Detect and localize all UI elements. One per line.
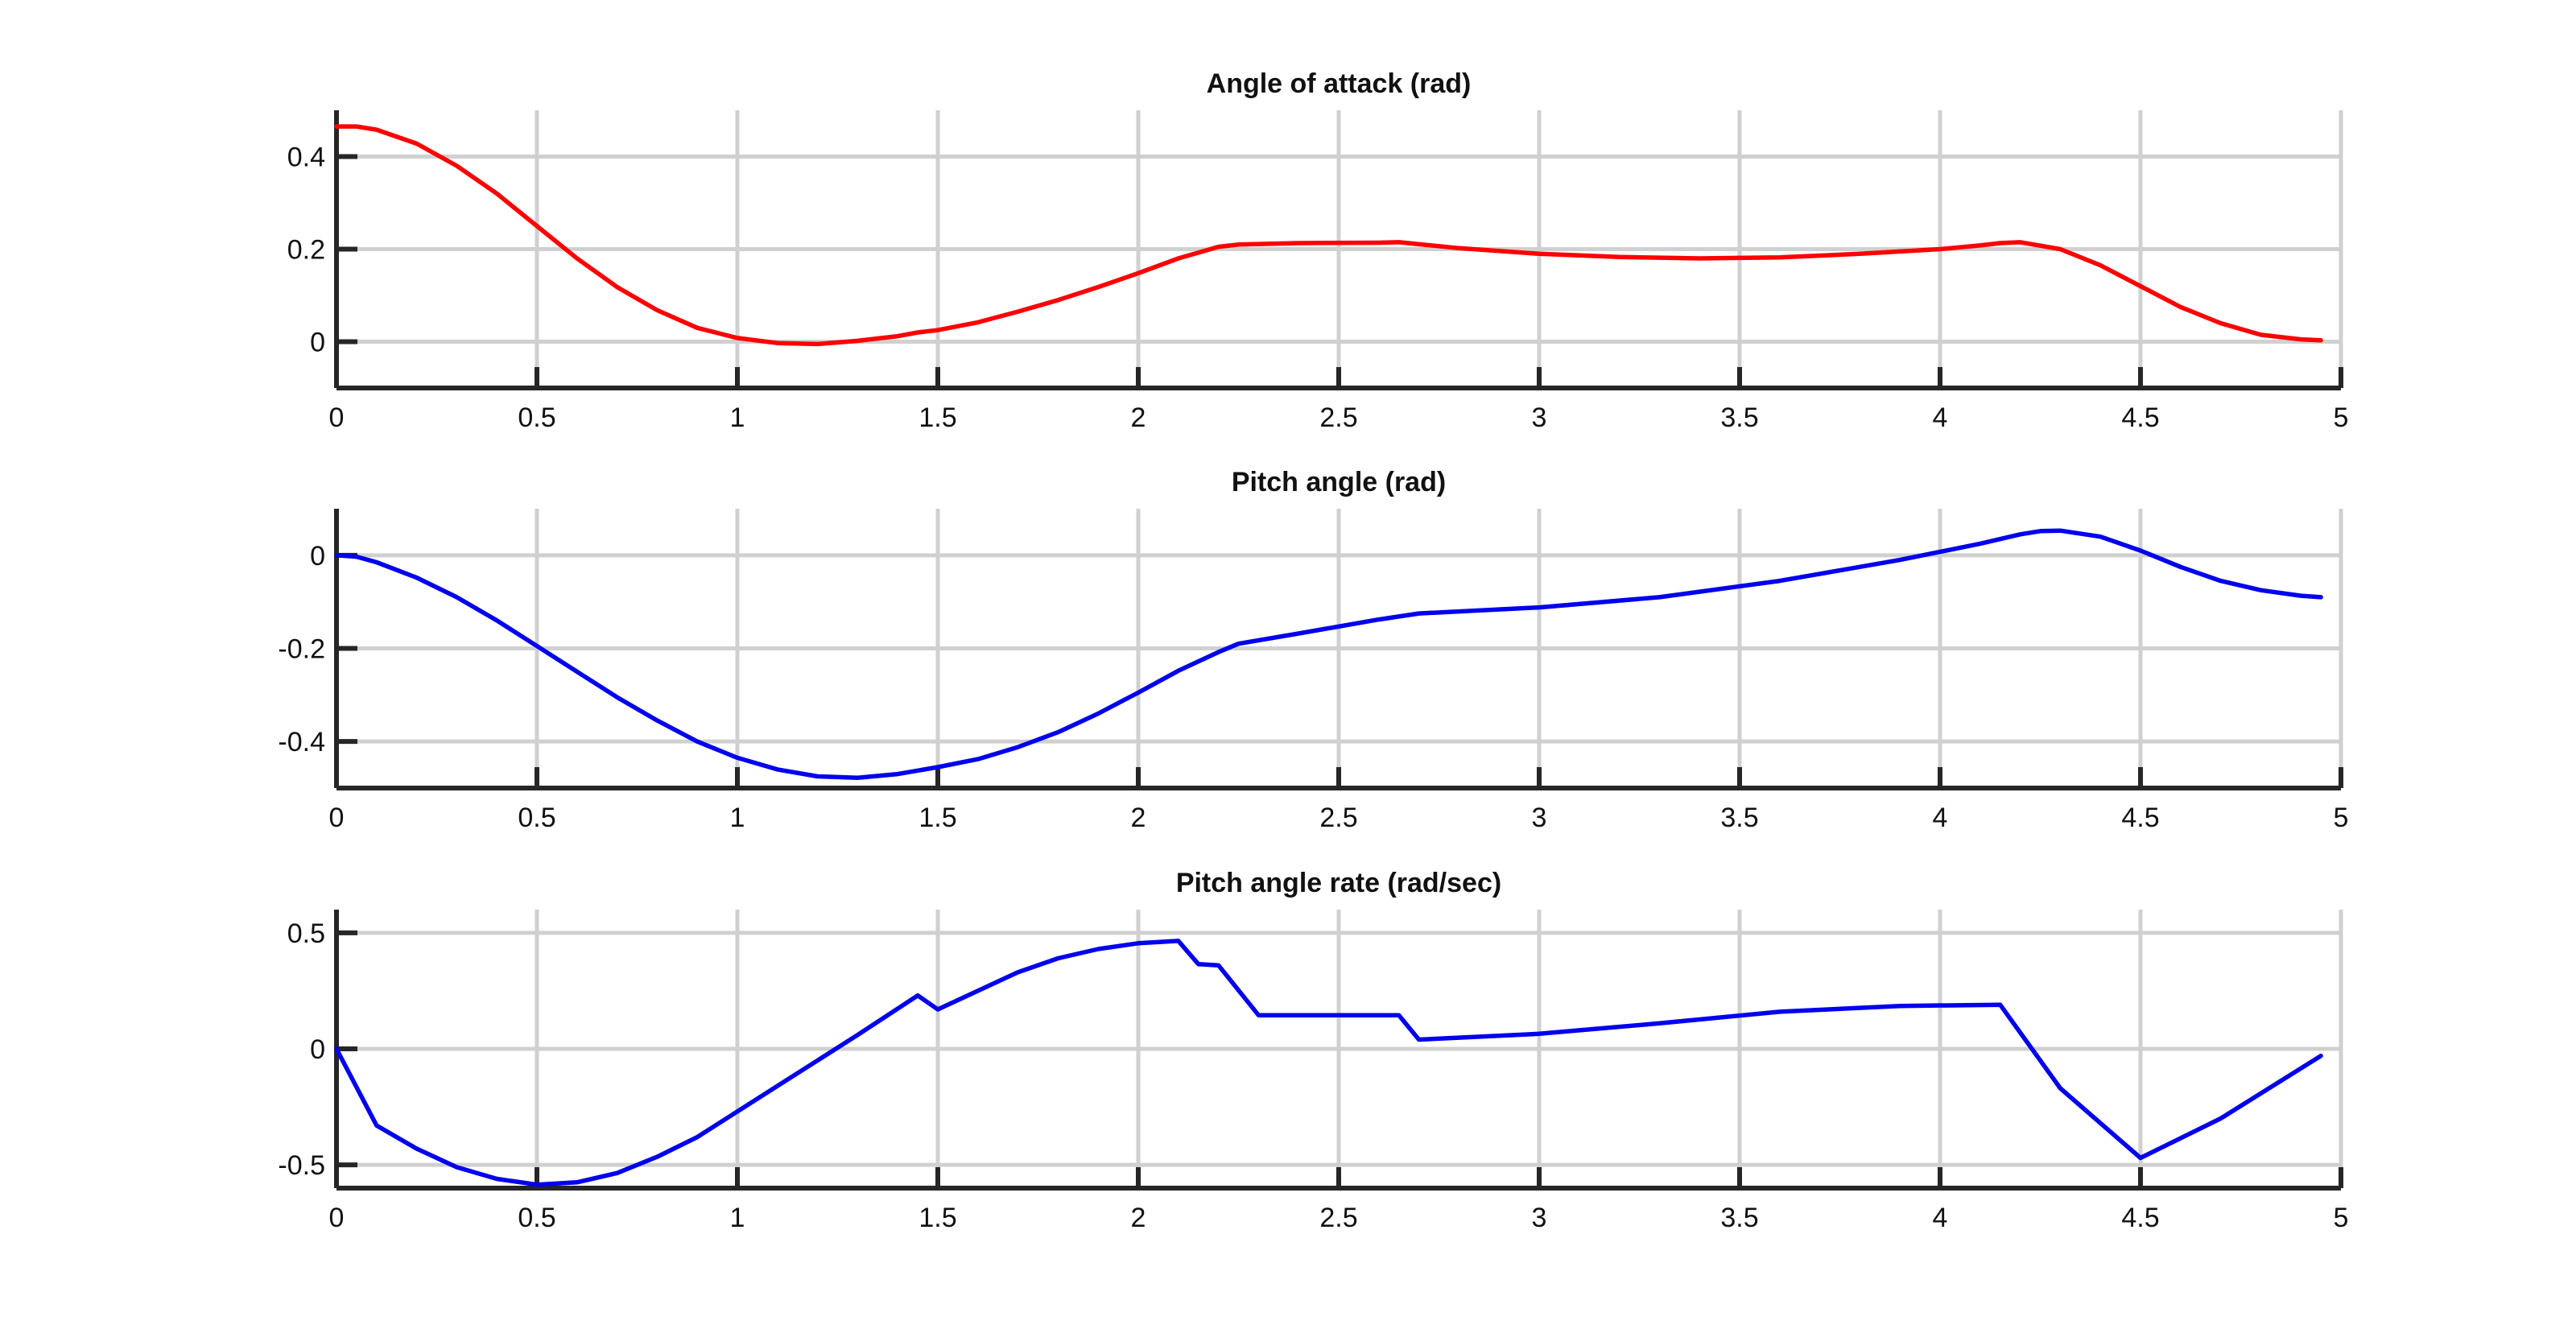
x-tick-label: 1 xyxy=(730,1203,745,1233)
x-tick-label: 3.5 xyxy=(1720,803,1758,833)
subplot-title: Pitch angle rate (rad/sec) xyxy=(1176,868,1501,898)
x-tick-label: 1 xyxy=(730,803,745,833)
x-tick-label: 3 xyxy=(1532,402,1547,433)
x-tick-label: 4.5 xyxy=(2121,803,2159,833)
x-tick-label: 0 xyxy=(329,803,345,833)
x-tick-label: 1.5 xyxy=(919,1203,956,1233)
series-line xyxy=(334,528,2323,781)
x-tick-label: 1.5 xyxy=(919,803,956,833)
x-tick-label: 0 xyxy=(329,1203,345,1233)
x-tick-label: 2 xyxy=(1131,1203,1146,1233)
y-tick-label: 0 xyxy=(310,328,325,358)
y-tick-label: -0.4 xyxy=(278,727,325,757)
x-tick-label: 3.5 xyxy=(1720,402,1758,433)
x-tick-label: 1.5 xyxy=(919,402,956,433)
x-tick-label: 4.5 xyxy=(2121,1203,2159,1233)
x-tick-label: 2.5 xyxy=(1319,402,1357,433)
x-tick-label: 4 xyxy=(1933,1203,1948,1233)
x-tick-label: 2.5 xyxy=(1319,1203,1357,1233)
subplot-pitch-angle-rate: Pitch angle rate (rad/sec) 0 0.5 1 1.5 2 2.5 3… xyxy=(278,868,2348,1233)
grid xyxy=(334,110,2343,388)
x-tick-label: 5 xyxy=(2334,402,2349,433)
subplot-title: Pitch angle (rad) xyxy=(1232,467,1446,497)
y-tick-label: 0 xyxy=(310,541,325,572)
y-tick-label: 0.2 xyxy=(287,235,325,266)
x-tick-label: 2 xyxy=(1131,803,1146,833)
x-tick-label: 0.5 xyxy=(518,803,555,833)
y-tick-label: 0.5 xyxy=(287,918,325,949)
x-tick-label: 2 xyxy=(1131,402,1146,433)
x-tick-label: 0.5 xyxy=(518,1203,555,1233)
x-tick-label: 3.5 xyxy=(1720,1203,1758,1233)
y-tick-label: -0.5 xyxy=(278,1150,325,1181)
x-tick-label: 3 xyxy=(1532,803,1547,833)
x-tick-label: 5 xyxy=(2334,1203,2349,1233)
grid xyxy=(334,910,2343,1188)
y-tick-label: 0.4 xyxy=(287,142,325,173)
y-tick-label: 0 xyxy=(310,1034,325,1065)
x-tick-label: 5 xyxy=(2334,803,2349,833)
subplot-pitch-angle: Pitch angle (rad) 0 0.5 1 1.5 2 2.5 3 3.5 4 4.5 5 -… xyxy=(278,467,2348,833)
series-line xyxy=(334,939,2323,1187)
x-tick-label: 4.5 xyxy=(2121,402,2159,433)
series-line xyxy=(334,124,2323,347)
x-tick-label: 4 xyxy=(1933,402,1948,433)
subplot-angle-of-attack: Angle of attack (rad) 0 0.5 1 1.5 2 2.5 3 3.5 4 4… xyxy=(287,68,2349,433)
x-tick-label: 0 xyxy=(329,402,345,433)
y-tick-label: -0.2 xyxy=(278,634,325,665)
subplot-title: Angle of attack (rad) xyxy=(1207,68,1472,99)
x-tick-label: 2.5 xyxy=(1319,803,1357,833)
grid xyxy=(334,509,2343,788)
x-tick-label: 1 xyxy=(730,402,745,433)
x-tick-label: 4 xyxy=(1933,803,1948,833)
x-tick-label: 3 xyxy=(1532,1203,1547,1233)
x-tick-label: 0.5 xyxy=(518,402,555,433)
